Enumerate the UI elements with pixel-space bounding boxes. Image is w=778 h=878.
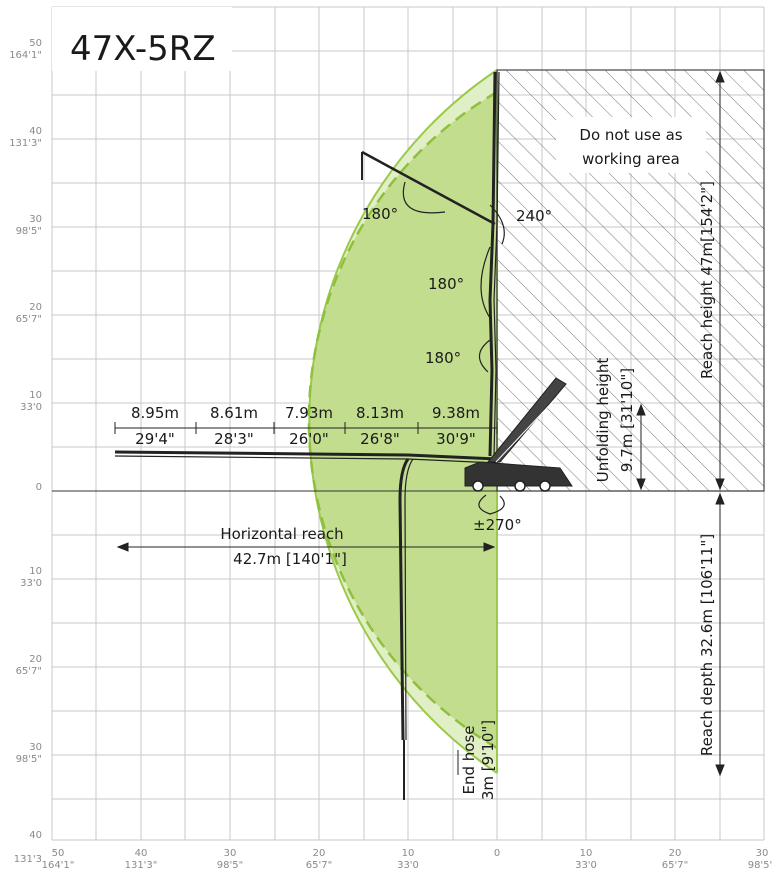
no-use-line2: working area <box>582 150 680 168</box>
boom-section-5-ft: 30'9" <box>436 430 476 448</box>
bottom-tick-m-8: 30 <box>756 848 769 859</box>
left-tick-m-1: 40 <box>29 126 42 137</box>
left-tick-ft-2: 98'5" <box>16 226 42 237</box>
bottom-tick-ft-0: 164'1" <box>42 860 75 871</box>
left-tick-m-7: 20 <box>29 654 42 665</box>
boom-section-4-ft: 26'8" <box>360 430 400 448</box>
reach-depth-dim <box>715 492 725 777</box>
working-edge-dashed <box>307 90 498 750</box>
left-tick-ft-8: 98'5" <box>16 754 42 765</box>
boom-section-2-m: 8.61m <box>210 404 258 422</box>
left-tick-m-5: 0 <box>36 482 42 493</box>
bottom-tick-ft-4: 33'0 <box>397 860 419 871</box>
boom-section-3-m: 7.93m <box>285 404 333 422</box>
boom-section-4-m: 8.13m <box>356 404 404 422</box>
end-hose-line1: End hose <box>460 725 478 794</box>
bottom-axis: 50 164'1" 40 131'3" 30 98'5" 20 65'7" 10… <box>42 848 773 871</box>
left-axis: 50 164'1" 40 131'3" 30 98'5" 20 65'7" 10… <box>9 38 42 865</box>
boom-section-1-m: 8.95m <box>131 404 179 422</box>
horizontal-reach-value: 42.7m [140'1"] <box>233 550 347 568</box>
angle-arcs <box>402 181 505 515</box>
bottom-tick-ft-2: 98'5" <box>217 860 243 871</box>
left-tick-m-2: 30 <box>29 214 42 225</box>
bottom-tick-m-6: 10 <box>580 848 593 859</box>
bottom-tick-m-5: 0 <box>494 848 500 859</box>
left-tick-ft-0: 164'1" <box>9 50 42 61</box>
angle-label-4: 180° <box>425 349 461 367</box>
horizontal-reach-label: Horizontal reach <box>220 525 343 543</box>
angle-label-5: ±270° <box>473 516 522 534</box>
boom-section-1-ft: 29'4" <box>135 430 175 448</box>
bottom-tick-m-3: 20 <box>313 848 326 859</box>
reach-height-dim <box>715 70 725 491</box>
bottom-tick-m-1: 40 <box>135 848 148 859</box>
reach-height-label: Reach height 47m[154'2"] <box>698 181 716 379</box>
horizontal-reach-dim <box>116 542 496 552</box>
boom-section-2-ft: 28'3" <box>214 430 254 448</box>
left-tick-ft-6: 33'0 <box>20 578 42 589</box>
left-tick-ft-9: 131'3 <box>14 854 42 865</box>
bottom-tick-m-7: 20 <box>669 848 682 859</box>
end-hose-line2: 3m [9'10"] <box>479 720 497 800</box>
bottom-tick-ft-3: 65'7" <box>306 860 332 871</box>
boom-section-3-ft: 26'0" <box>289 430 329 448</box>
boom-down <box>398 458 414 800</box>
bottom-tick-ft-6: 33'0 <box>575 860 597 871</box>
working-zone <box>308 92 497 748</box>
unfolding-height-line1: Unfolding height <box>594 358 612 483</box>
unfolding-height-line2: 9.7m [31'10"] <box>618 368 636 472</box>
bottom-tick-ft-7: 65'7" <box>662 860 688 871</box>
left-tick-m-3: 20 <box>29 302 42 313</box>
title-box <box>52 7 232 71</box>
bottom-tick-ft-8: 98'5' <box>748 860 773 871</box>
angle-label-2: 240° <box>516 207 552 225</box>
truck <box>464 377 573 492</box>
angle-label-1: 180° <box>362 205 398 223</box>
left-tick-m-9: 40 <box>29 830 42 841</box>
diagram-title: 47X-5RZ <box>70 29 216 69</box>
left-tick-m-0: 50 <box>29 38 42 49</box>
left-tick-ft-7: 65'7" <box>16 666 42 677</box>
unfolding-height-dim <box>636 403 646 491</box>
bottom-tick-m-4: 10 <box>402 848 415 859</box>
left-tick-ft-3: 65'7" <box>16 314 42 325</box>
bottom-tick-m-2: 30 <box>224 848 237 859</box>
no-use-line1: Do not use as <box>579 126 682 144</box>
boom-section-5-m: 9.38m <box>432 404 480 422</box>
left-tick-m-4: 10 <box>29 390 42 401</box>
left-tick-ft-1: 131'3" <box>9 138 42 149</box>
bottom-tick-ft-1: 131'3" <box>125 860 158 871</box>
boom-section-dims <box>114 422 498 434</box>
left-tick-m-8: 30 <box>29 742 42 753</box>
boom-vertical <box>361 71 500 457</box>
left-tick-ft-4: 33'0 <box>20 402 42 413</box>
reach-depth-label: Reach depth 32.6m [106'11"] <box>698 534 716 756</box>
left-tick-m-6: 10 <box>29 566 42 577</box>
bottom-tick-m-0: 50 <box>52 848 65 859</box>
angle-label-3: 180° <box>428 275 464 293</box>
